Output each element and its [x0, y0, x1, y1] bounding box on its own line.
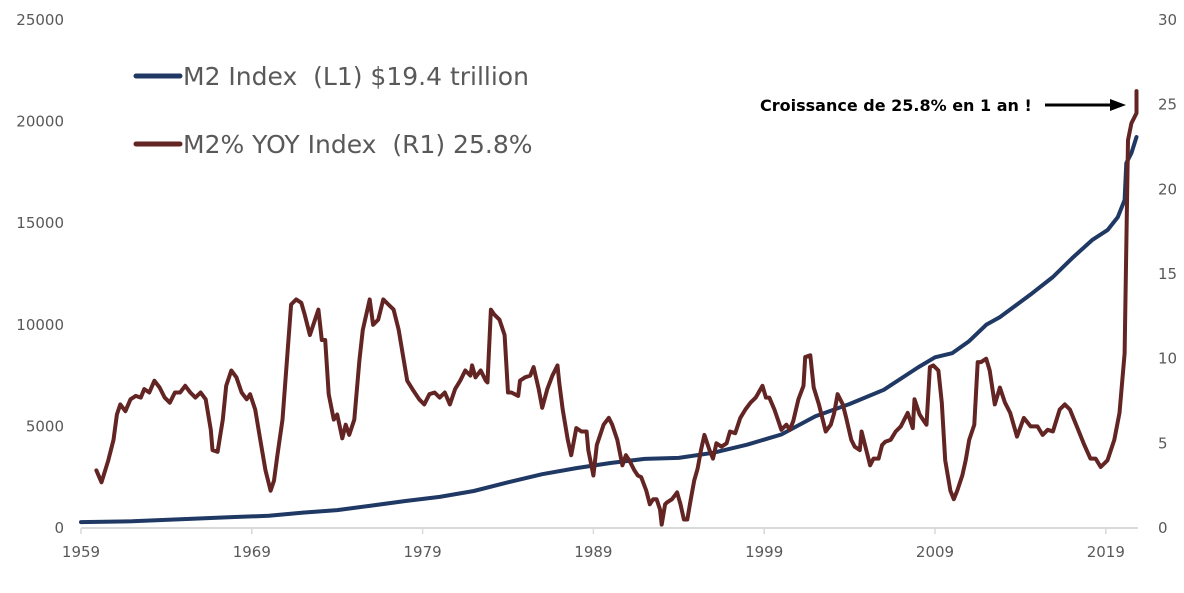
x-axis: 1959 1969 1979 1989 1999 2009 2019: [62, 527, 1138, 561]
y-left-tick-label: 0: [54, 519, 64, 537]
y-right-tick-label: 30: [1158, 11, 1177, 29]
y-left-tick-label: 25000: [16, 11, 64, 29]
y-right-tick-label: 5: [1158, 434, 1168, 452]
x-tick-label: 2019: [1087, 543, 1125, 561]
y-right-tick-label: 20: [1158, 180, 1177, 198]
series-group: [79, 89, 1139, 527]
annotation-arrow-head: [1110, 99, 1126, 111]
y-left-tick-label: 10000: [16, 316, 64, 334]
y-left-tick-label: 5000: [26, 417, 64, 435]
x-tick-label: 1969: [233, 543, 271, 561]
legend-label-yoy: M2% YOY Index (R1) 25.8%: [183, 130, 532, 159]
y-axis-right: 0 5 10 15 20 25 30: [1158, 11, 1177, 537]
legend-item-m2: M2 Index (L1) $19.4 trillion: [133, 62, 529, 91]
x-tick-label: 1999: [745, 543, 783, 561]
series-line-m2: [79, 135, 1139, 525]
x-tick-label: 1989: [574, 543, 612, 561]
x-tick-label: 1959: [62, 543, 100, 561]
y-axis-left: 0 5000 10000 15000 20000 25000: [16, 11, 64, 537]
y-left-tick-label: 20000: [16, 113, 64, 131]
y-left-tick-label: 15000: [16, 214, 64, 232]
legend: M2 Index (L1) $19.4 trillion M2% YOY Ind…: [133, 62, 532, 159]
y-right-tick-label: 15: [1158, 265, 1177, 283]
legend-label-m2: M2 Index (L1) $19.4 trillion: [183, 62, 529, 91]
series-line-yoy: [94, 89, 1139, 527]
annotation: Croissance de 25.8% en 1 an !: [760, 96, 1126, 115]
y-right-tick-label: 25: [1158, 96, 1177, 114]
y-right-tick-label: 0: [1158, 519, 1168, 537]
legend-item-yoy: M2% YOY Index (R1) 25.8%: [133, 130, 532, 159]
x-tick-label: 2009: [916, 543, 954, 561]
x-tick-label: 1979: [404, 543, 442, 561]
annotation-text: Croissance de 25.8% en 1 an !: [760, 96, 1032, 115]
y-right-tick-label: 10: [1158, 350, 1177, 368]
